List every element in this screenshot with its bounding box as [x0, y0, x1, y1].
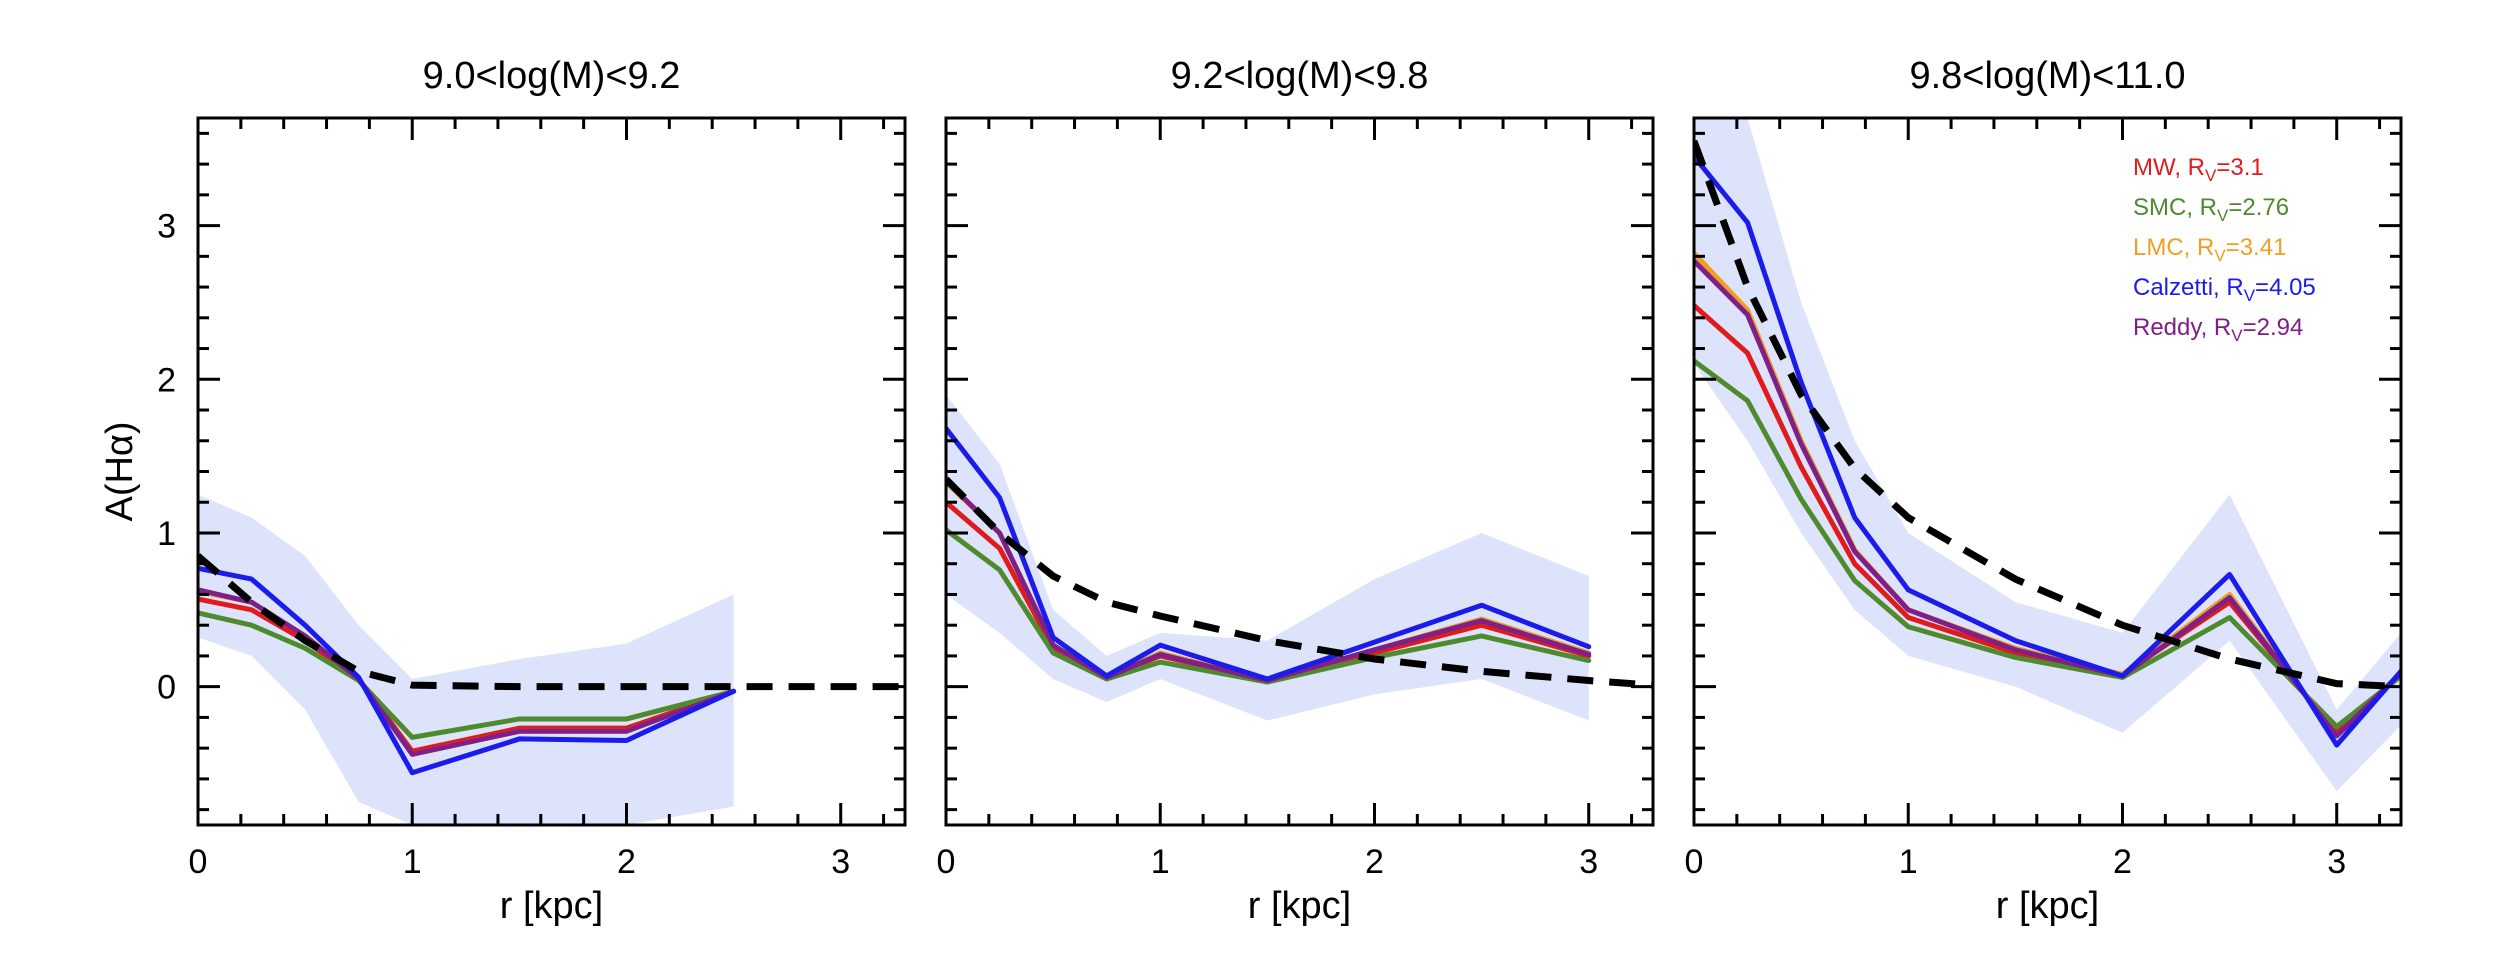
- series-line-calzetti: [198, 565, 737, 776]
- x-tick-label: 2: [1365, 843, 1384, 881]
- panel-title: 9.8<log(M)<11.0: [1909, 55, 2185, 97]
- y-tick-label: 3: [157, 208, 176, 246]
- y-axis-label: A(Hα): [99, 421, 141, 521]
- series-line-reddy: [198, 587, 737, 757]
- uncertainty-band: [198, 494, 734, 825]
- x-tick-label: 1: [1151, 843, 1170, 881]
- y-tick-label: 0: [157, 669, 176, 707]
- x-tick-label: 0: [189, 843, 208, 881]
- x-tick-label: 2: [617, 843, 636, 881]
- x-axis-label: r [kpc]: [500, 885, 603, 927]
- plot-area: [946, 394, 1653, 721]
- x-axis-label: r [kpc]: [1248, 885, 1351, 927]
- series-line-smc: [198, 610, 737, 740]
- series-line-calzetti: [1694, 153, 2401, 748]
- axes-frame: [944, 116, 1655, 827]
- legend-entry: LMC, RV=3.41: [2133, 234, 2286, 265]
- dashed-model-line: [198, 553, 905, 691]
- x-tick-label: 3: [2327, 843, 2346, 881]
- x-tick-label: 2: [2113, 843, 2132, 881]
- legend: MW, RV=3.1 SMC, RV=2.76 LMC, RV=3.41 Calzet…: [2133, 154, 2316, 345]
- x-tick-label: 0: [1685, 843, 1704, 881]
- panel-3: 0 1 2 3 9.8<log(M)<11.0 r [kpc]: [1685, 55, 2403, 927]
- x-tick-label: 3: [831, 843, 850, 881]
- dashed-model-line: [946, 476, 1653, 689]
- panel-2: 0 1 2 3 9.2<log(M)<9.8 r [kpc]: [937, 55, 1655, 927]
- series-line-reddy: [1694, 258, 2401, 739]
- series-line-smc: [946, 527, 1592, 685]
- series-line-reddy: [946, 478, 1592, 684]
- plot-area: [1694, 118, 2401, 792]
- y-tick-label: 1: [157, 515, 176, 553]
- legend-entry: SMC, RV=2.76: [2133, 194, 2289, 225]
- panel-title: 9.2<log(M)<9.8: [1171, 55, 1429, 97]
- uncertainty-band: [1694, 118, 2401, 792]
- y-tick-label: 2: [157, 361, 176, 399]
- x-tick-label: 0: [937, 843, 956, 881]
- legend-entry: Calzetti, RV=4.05: [2133, 274, 2316, 305]
- legend-entry: Reddy, RV=2.94: [2133, 314, 2303, 345]
- x-tick-label: 3: [1579, 843, 1598, 881]
- legend-entry: MW, RV=3.1: [2133, 154, 2264, 185]
- panel-title: 9.0<log(M)<9.2: [423, 55, 681, 97]
- x-tick-label: 1: [403, 843, 422, 881]
- plot-area: [198, 494, 905, 825]
- panel-1: 0 1 2 3 0 1 2 3 9.0<log(M)<9.2 r [kpc] A(Hα): [99, 55, 907, 927]
- x-tick-label: 1: [1899, 843, 1918, 881]
- x-axis-label: r [kpc]: [1996, 885, 2099, 927]
- dashed-model-line: [1694, 139, 2401, 691]
